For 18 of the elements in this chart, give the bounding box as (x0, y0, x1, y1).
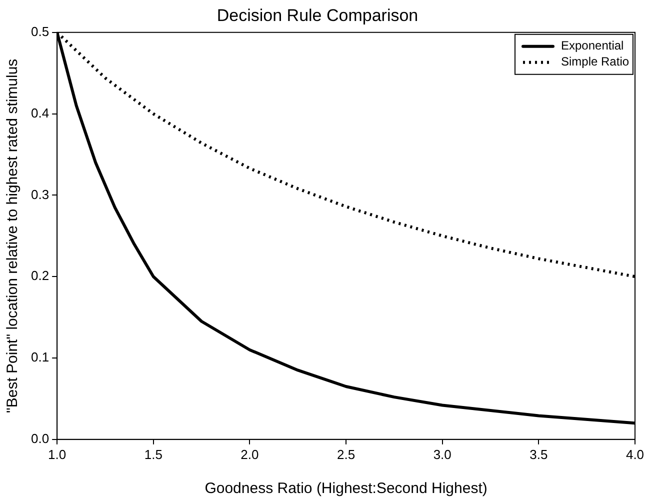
x-axis-title: Goodness Ratio (Highest:Second Highest) (204, 480, 488, 498)
y-tick-label: 0.1 (30, 350, 50, 365)
x-tick-label: 2.5 (336, 446, 356, 462)
legend-label: Simple Ratio (561, 54, 630, 69)
legend-label: Exponential (561, 38, 624, 53)
x-tick-label: 1.5 (144, 446, 162, 462)
y-tick-label: 0.3 (30, 186, 50, 202)
x-tick-label: 2.0 (240, 446, 259, 462)
y-tick-label: 0.0 (30, 430, 50, 446)
x-tick-label: 3.0 (433, 446, 452, 462)
y-tick-label: 0.5 (30, 24, 50, 39)
x-tick-label: 4.0 (626, 446, 644, 462)
y-tick-label: 0.2 (30, 268, 50, 284)
x-tick-label: 3.5 (530, 446, 548, 462)
chart-title: Decision Rule Comparison (216, 6, 418, 25)
x-tick-label: 1.0 (48, 446, 66, 462)
y-axis-title: "Best Point" location relative to highest rated stimulus (4, 58, 22, 413)
y-tick-label: 0.4 (30, 105, 50, 120)
